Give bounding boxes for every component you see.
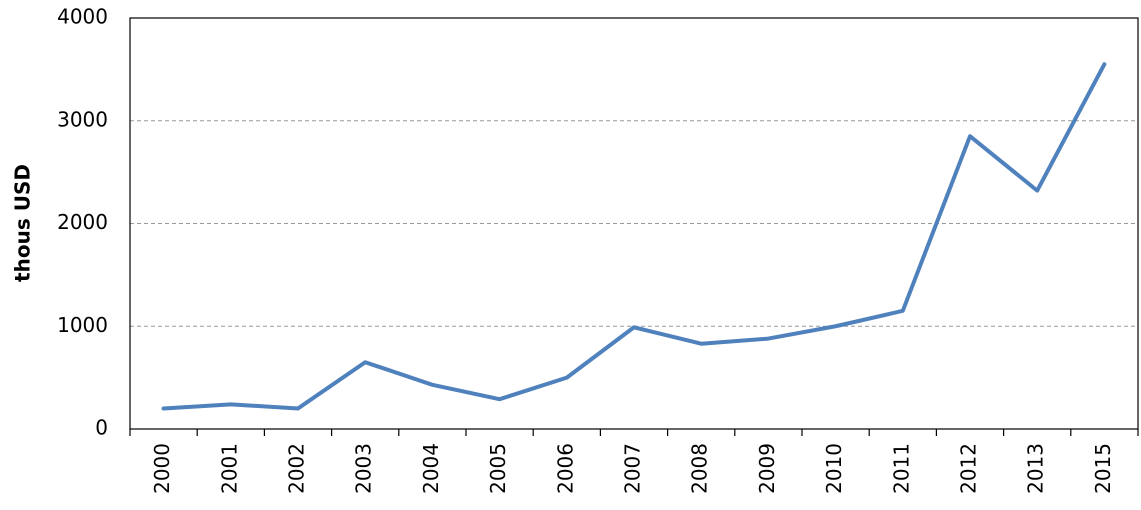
y-tick-label: 4000 (57, 5, 108, 29)
x-tick-label: 2012 (957, 443, 981, 494)
y-tick-label: 3000 (57, 107, 108, 131)
x-tick-label: 2007 (621, 443, 645, 494)
plot-frame (129, 17, 1139, 430)
x-tick-label: 2009 (755, 443, 779, 494)
x-tick-label: 2006 (553, 443, 577, 494)
x-tick-label: 2000 (150, 443, 174, 494)
y-tick-label: 1000 (57, 313, 108, 337)
x-tick-label: 2004 (419, 443, 443, 494)
x-tick-label: 2015 (1091, 443, 1115, 494)
x-tick-label: 2010 (822, 443, 846, 494)
y-tick-label: 2000 (57, 210, 108, 234)
x-tick-label: 2011 (889, 443, 913, 494)
x-tick-label: 2001 (217, 443, 241, 494)
x-tick-label: 2003 (352, 443, 376, 494)
y-tick-label: 0 (95, 416, 108, 440)
x-tick-label: 2005 (486, 443, 510, 494)
x-tick-label: 2008 (688, 443, 712, 494)
y-axis-label: thous USD (11, 164, 35, 282)
line (161, 62, 1107, 411)
x-tick-label: 2002 (285, 443, 309, 494)
x-tick-label: 2013 (1024, 443, 1048, 494)
